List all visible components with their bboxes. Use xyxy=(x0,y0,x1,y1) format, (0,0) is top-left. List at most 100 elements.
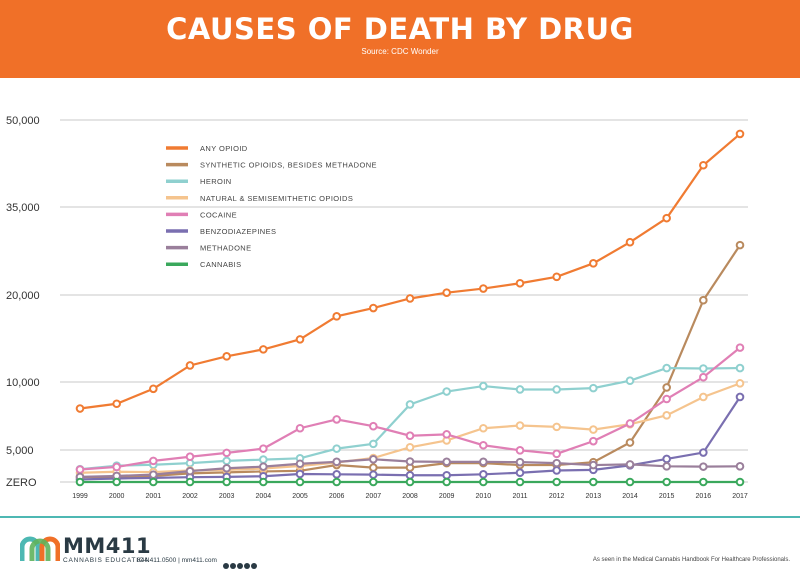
data-point xyxy=(625,376,635,385)
data-point xyxy=(369,303,378,313)
data-point xyxy=(589,383,598,393)
data-point xyxy=(479,440,488,450)
data-point xyxy=(222,352,231,361)
x-tick-label: 2011 xyxy=(512,493,527,500)
youtube-icon[interactable] xyxy=(251,563,257,569)
data-point xyxy=(625,438,635,447)
data-point xyxy=(405,457,415,466)
handbook-note: As seen in the Medical Cannabis Handbook… xyxy=(592,557,790,563)
x-tick-label: 2010 xyxy=(476,493,492,500)
data-point xyxy=(552,422,561,432)
data-point xyxy=(735,129,745,139)
y-tick-label: 5,000 xyxy=(6,445,34,457)
data-point xyxy=(479,381,488,391)
y-tick-label: 35,000 xyxy=(6,202,40,214)
data-point xyxy=(222,448,231,458)
legend-label: SYNTHETIC OPIOIDS, BESIDES METHADONE xyxy=(200,161,377,170)
x-tick-label: 2002 xyxy=(182,493,198,500)
contact-info: 844.411.0500 | mm411.com xyxy=(137,557,217,564)
data-point xyxy=(332,477,341,487)
data-point xyxy=(515,457,525,467)
data-point xyxy=(405,400,415,409)
line-chart: ZERO 5,000 10,000 20,000 35,000 50,000 1999 200… xyxy=(6,115,748,500)
x-tick-label: 2006 xyxy=(329,493,345,500)
data-point xyxy=(442,430,451,439)
data-point xyxy=(699,364,708,373)
data-point xyxy=(479,457,488,467)
data-point xyxy=(295,477,305,487)
data-point xyxy=(112,462,121,472)
data-point xyxy=(259,345,268,354)
legend-label: COCAINE xyxy=(200,210,237,219)
series-line xyxy=(79,366,741,471)
data-point xyxy=(259,455,268,464)
data-point xyxy=(442,457,451,467)
page-title: CAUSES OF DEATH BY DRUG xyxy=(166,12,634,46)
data-point xyxy=(735,392,745,402)
data-point xyxy=(369,439,378,449)
data-point xyxy=(149,477,158,487)
data-point xyxy=(295,469,305,479)
legend-label: CANNABIS xyxy=(200,260,242,269)
data-point xyxy=(662,213,671,223)
data-point xyxy=(662,462,671,471)
data-point xyxy=(405,477,415,487)
data-point xyxy=(185,477,195,487)
data-point xyxy=(259,444,268,453)
series-line xyxy=(79,244,741,479)
data-point xyxy=(552,449,561,459)
data-point xyxy=(295,423,305,433)
data-point xyxy=(479,423,488,433)
data-point xyxy=(332,470,341,479)
data-point xyxy=(735,240,745,250)
data-point xyxy=(479,470,488,479)
twitter-icon[interactable] xyxy=(244,563,250,569)
data-point xyxy=(589,259,598,268)
footer-divider xyxy=(0,516,800,518)
data-point xyxy=(515,446,525,455)
data-point xyxy=(442,477,451,487)
data-point xyxy=(735,363,745,373)
y-tick-label: ZERO xyxy=(6,477,37,489)
data-point xyxy=(515,477,525,487)
data-point xyxy=(735,477,745,487)
data-point xyxy=(112,477,121,487)
linkedin-icon[interactable] xyxy=(237,563,243,569)
data-point xyxy=(662,454,671,464)
data-point xyxy=(75,404,85,413)
x-tick-label: 2001 xyxy=(146,493,162,500)
data-point xyxy=(699,477,708,487)
data-point xyxy=(552,458,561,468)
data-point xyxy=(552,477,561,487)
data-point xyxy=(405,442,415,452)
data-point xyxy=(699,392,708,402)
data-point xyxy=(442,387,451,396)
data-point xyxy=(442,288,451,297)
legend-label: BENZODIAZEPINES xyxy=(200,227,276,236)
data-point xyxy=(185,361,195,370)
data-point xyxy=(75,465,85,474)
data-point xyxy=(369,463,378,472)
x-tick-label: 2009 xyxy=(439,493,455,500)
legend-label: ANY OPIOID xyxy=(200,144,248,153)
x-tick-label: 2000 xyxy=(109,493,125,500)
data-point xyxy=(185,452,195,462)
data-point xyxy=(369,470,378,479)
data-point xyxy=(149,470,158,479)
data-point xyxy=(479,284,488,293)
data-point xyxy=(589,477,598,487)
data-point xyxy=(222,456,231,466)
y-tick-label: 10,000 xyxy=(6,377,40,389)
data-point xyxy=(589,460,598,470)
data-point xyxy=(699,462,708,471)
facebook-icon[interactable] xyxy=(223,563,229,569)
y-tick-label: 50,000 xyxy=(6,115,40,127)
data-point xyxy=(222,477,231,487)
x-tick-label: 2014 xyxy=(622,493,638,500)
brand-subtitle: CANNABIS EDUCATION xyxy=(63,557,151,564)
data-point xyxy=(295,459,305,469)
data-point xyxy=(699,160,708,170)
pinterest-icon[interactable] xyxy=(230,563,236,569)
data-point xyxy=(735,343,745,352)
x-tick-label: 2003 xyxy=(219,493,235,500)
